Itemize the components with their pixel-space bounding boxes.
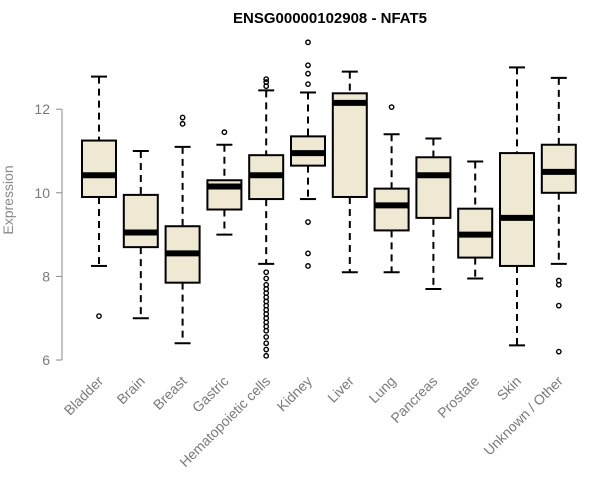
x-tick-label: Liver <box>324 373 357 406</box>
y-tick-label: 8 <box>42 268 50 284</box>
outlier-point <box>305 70 311 77</box>
outlier-point <box>263 275 270 282</box>
box-skin <box>499 66 535 347</box>
outlier-point <box>305 250 311 257</box>
x-tick-label: Brain <box>113 373 147 407</box>
box-hematopoietic-cells <box>248 76 285 359</box>
outlier-point <box>263 269 270 276</box>
box-bladder <box>81 75 117 320</box>
outlier-point <box>305 263 311 269</box>
outlier-point <box>96 313 102 320</box>
x-tick-label: Skin <box>494 373 525 404</box>
y-tick-label: 12 <box>34 101 50 117</box>
outlier-point <box>263 352 270 359</box>
y-tick-label: 6 <box>42 352 50 368</box>
outlier-point <box>263 79 270 85</box>
x-tick-label: Unknown / Other <box>480 373 566 459</box>
y-axis: 6 8 10 12 <box>34 101 63 368</box>
outlier-point <box>179 120 186 127</box>
box-body <box>81 139 117 198</box>
y-tick-label: 10 <box>34 185 50 201</box>
box-body <box>122 193 159 249</box>
box-liver <box>331 70 368 274</box>
outlier-point <box>305 81 311 88</box>
box-body <box>373 187 410 232</box>
box-lung <box>373 104 410 274</box>
box-kidney <box>290 39 326 269</box>
plot-area <box>81 39 577 359</box>
outlier-point <box>263 334 270 340</box>
outlier-point <box>555 348 562 355</box>
box-brain <box>122 150 159 320</box>
outlier-point <box>388 104 395 111</box>
outlier-point <box>221 129 228 136</box>
outlier-point <box>263 76 270 83</box>
box-pancreas <box>415 137 452 290</box>
outlier-point <box>305 39 311 46</box>
x-tick-label: Kidney <box>274 373 316 415</box>
box-unknown-other <box>540 76 577 355</box>
outlier-point <box>179 114 186 121</box>
box-body <box>331 92 368 198</box>
y-axis-title: Expression <box>0 165 16 234</box>
outlier-point <box>555 281 562 288</box>
box-gastric <box>206 129 243 236</box>
outlier-point <box>305 62 311 69</box>
x-tick-label: Breast <box>150 373 190 413</box>
chart-title: ENSG00000102908 - NFAT5 <box>233 10 427 27</box>
outlier-point <box>263 340 270 347</box>
outlier-point <box>305 219 311 225</box>
x-tick-label: Bladder <box>61 373 107 419</box>
box-body <box>499 152 535 267</box>
outlier-point <box>263 346 270 353</box>
outlier-point <box>263 327 270 334</box>
outlier-point <box>555 302 562 309</box>
box-breast <box>164 114 201 345</box>
box-body <box>540 143 577 194</box>
box-body <box>415 156 452 219</box>
box-prostate <box>457 160 494 280</box>
x-tick-label: Prostate <box>434 373 482 421</box>
x-tick-label: Lung <box>365 373 398 406</box>
